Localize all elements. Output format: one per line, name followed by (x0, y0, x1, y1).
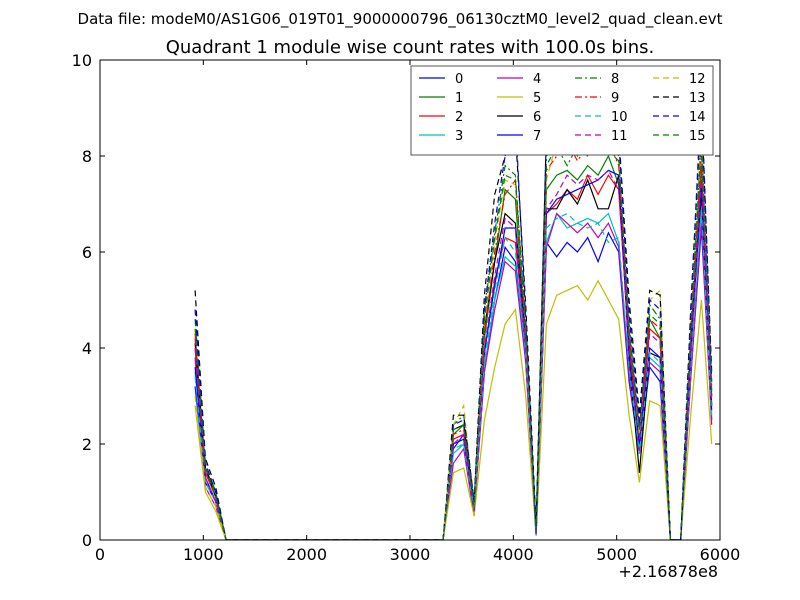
x-tick-label: 4000 (493, 545, 534, 564)
series-line-4 (194, 212, 713, 540)
legend-label-5: 5 (533, 91, 541, 106)
legend-label-15: 15 (689, 129, 706, 144)
series-line-15 (194, 135, 713, 540)
y-tick-label: 8 (82, 147, 92, 166)
x-tick-label: 0 (95, 545, 105, 564)
series-line-5 (194, 279, 713, 540)
y-tick-label: 4 (82, 339, 92, 358)
legend-label-14: 14 (689, 110, 706, 125)
x-tick-label: 2000 (286, 545, 327, 564)
chart-title: Quadrant 1 module wise count rates with … (166, 37, 655, 58)
series-line-11 (194, 169, 713, 540)
series-lines (194, 87, 713, 540)
legend-label-7: 7 (533, 129, 541, 144)
legend-label-10: 10 (611, 110, 628, 125)
x-tick-label: 1000 (183, 545, 224, 564)
legend-label-4: 4 (533, 72, 541, 87)
legend-label-8: 8 (611, 72, 619, 87)
y-tick-label: 2 (82, 435, 92, 454)
legend-label-1: 1 (455, 91, 463, 106)
x-offset-label: +2.16878e8 (618, 562, 718, 581)
legend-label-0: 0 (455, 72, 463, 87)
legend-label-12: 12 (689, 72, 706, 87)
series-line-9 (194, 140, 713, 540)
legend-label-13: 13 (689, 91, 706, 106)
chart-subtitle: Data file: modeM0/AS1G06_019T01_90000007… (78, 10, 723, 29)
y-tick-label: 6 (82, 243, 92, 262)
x-tick-label: 6000 (700, 545, 741, 564)
x-tick-label: 5000 (596, 545, 637, 564)
series-line-10 (194, 208, 713, 540)
legend-box (410, 65, 714, 156)
legend-label-2: 2 (455, 110, 463, 125)
legend-label-11: 11 (611, 129, 628, 144)
x-tick-label: 3000 (390, 545, 431, 564)
legend-label-9: 9 (611, 91, 619, 106)
series-line-13 (194, 87, 713, 540)
legend-label-6: 6 (533, 110, 541, 125)
y-tick-label: 10 (72, 51, 92, 70)
legend-label-3: 3 (455, 129, 463, 144)
y-tick-label: 0 (82, 531, 92, 550)
